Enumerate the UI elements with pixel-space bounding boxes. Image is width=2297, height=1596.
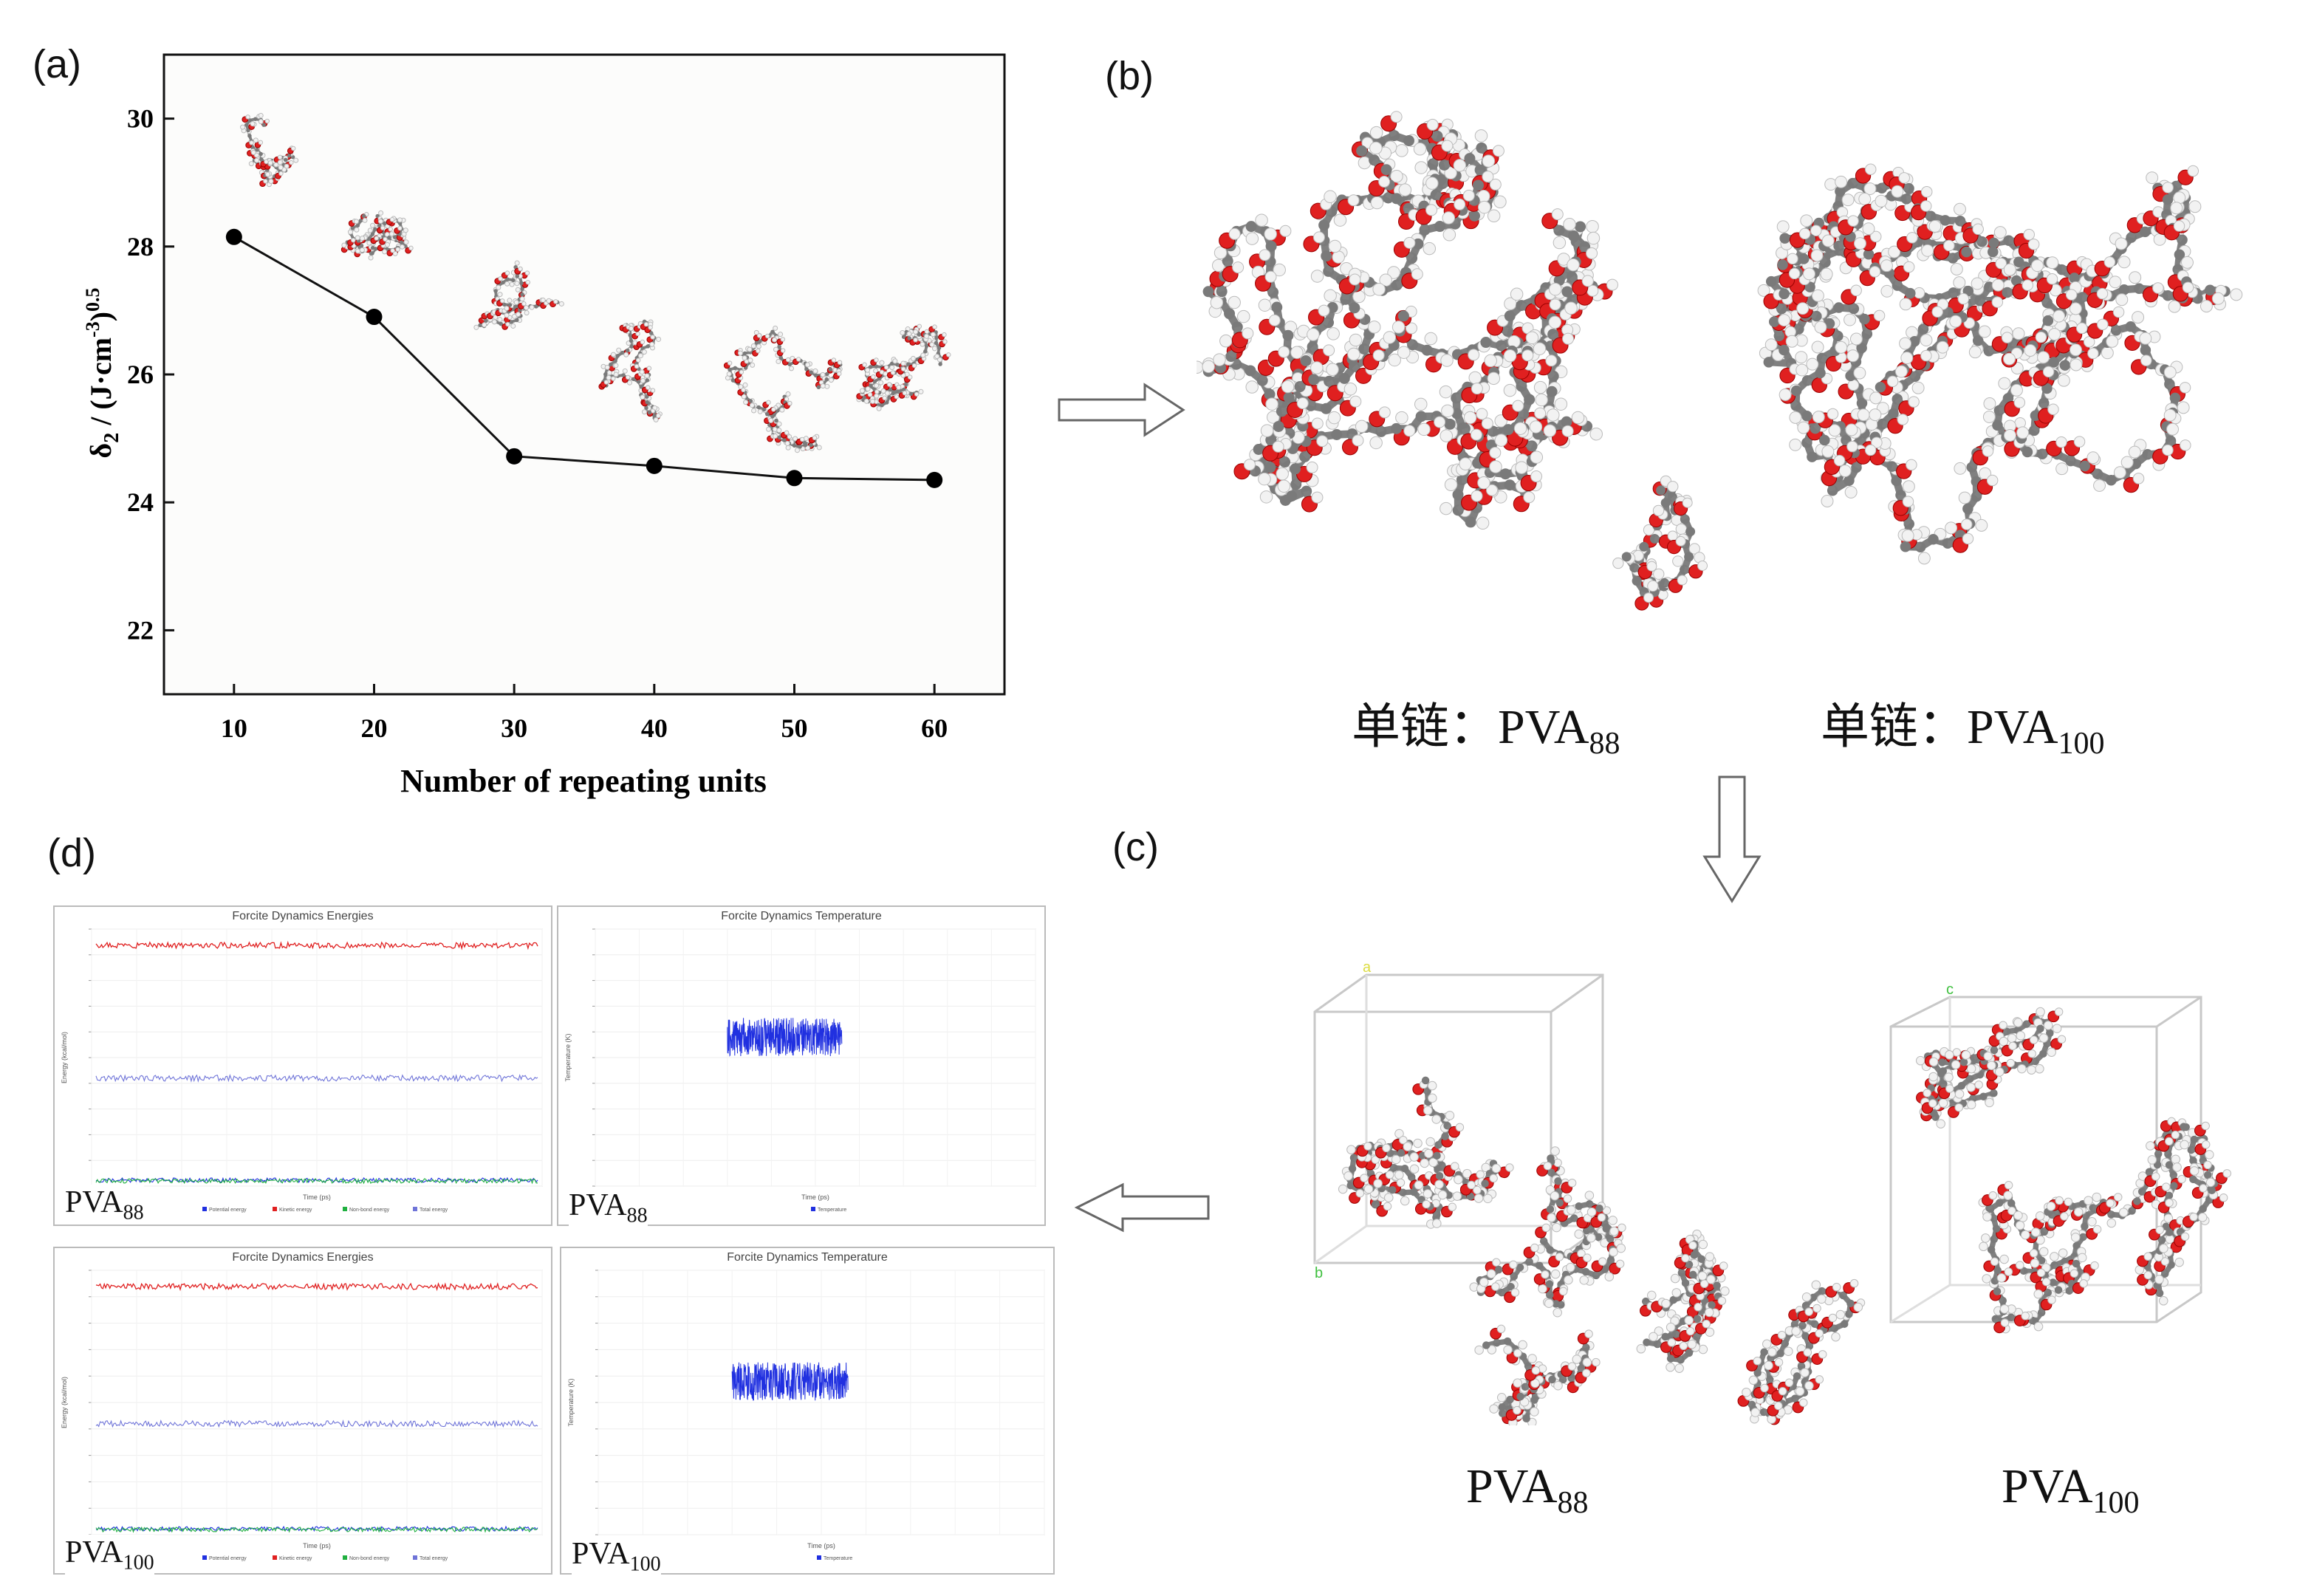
y-axis-label: δ2 / (J·cm-3)0.5 xyxy=(82,287,123,458)
label-d-energy-pva88: PVA88 xyxy=(65,1185,144,1225)
y-tick-label: 24 xyxy=(127,487,154,517)
x-axis-label: Number of repeating units xyxy=(400,763,767,799)
energy-traces: Energy (kcal/mol)Time (ps)Potential ener… xyxy=(61,1270,543,1561)
label-b-pva100: 单链：PVA100 xyxy=(1821,700,2105,761)
panel-d-label: (d) xyxy=(47,831,96,875)
energy-traces: Energy (kcal/mol)Time (ps)Potential ener… xyxy=(61,928,543,1213)
x-tick-label: 40 xyxy=(641,713,668,743)
arrow-right xyxy=(1058,383,1185,437)
molecule-pva88-in-box xyxy=(1338,1076,1730,1425)
panel-b-molecules xyxy=(1197,111,2243,611)
series-line xyxy=(233,236,935,482)
panel-a-chart: 10 20 30 40 50 60 22 24 26 28 30 Number of repeati… xyxy=(0,0,1034,820)
molecule-thumbnails xyxy=(240,112,951,453)
y-tick-label: 26 xyxy=(127,360,154,389)
x-tick-label: 50 xyxy=(781,713,808,743)
data-point xyxy=(646,457,663,474)
panel-c-molecules: a b c xyxy=(1313,959,2232,1425)
temperature-title: Forcite Dynamics Temperature xyxy=(721,910,882,922)
y-tick-label: 22 xyxy=(127,615,154,645)
y-tick-label: 30 xyxy=(127,104,154,134)
temperature-title: Forcite Dynamics Temperature xyxy=(727,1251,888,1264)
label-d-energy-pva100: PVA100 xyxy=(65,1535,154,1575)
label-b-pva88: 单链：PVA88 xyxy=(1352,700,1620,761)
chart-svg: 10 20 30 40 50 60 22 24 26 28 30 Number of repeati… xyxy=(82,53,1006,799)
plot-temperature-pva100: Temperature (K) Time (ps) Temperature Forc… xyxy=(560,1247,1055,1577)
data-point xyxy=(225,228,242,245)
data-point xyxy=(366,309,383,326)
label-d-temp-pva100: PVA100 xyxy=(572,1536,661,1577)
x-tick-label: 30 xyxy=(501,713,527,743)
label-c-pva88: PVA88 xyxy=(1466,1459,1589,1521)
energy-title: Forcite Dynamics Energies xyxy=(232,1251,374,1264)
panel-b-label: (b) xyxy=(1105,54,1154,98)
arrow-left xyxy=(1074,1182,1210,1233)
data-point xyxy=(506,448,523,465)
x-tick-label: 60 xyxy=(921,713,948,743)
molecule-pva88-single-chain xyxy=(1197,111,1708,611)
panel-a-label: (a) xyxy=(32,42,81,86)
energy-title: Forcite Dynamics Energies xyxy=(232,910,374,922)
plot-frame xyxy=(162,53,1006,696)
data-point xyxy=(786,470,803,487)
plot-temperature-pva88: Temperature (K) Time (ps) Temperature Forc… xyxy=(557,905,1046,1228)
data-point xyxy=(926,471,943,488)
arrow-down xyxy=(1702,775,1762,903)
svg-text:c: c xyxy=(1946,982,1954,998)
svg-text:a: a xyxy=(1363,959,1372,976)
molecule-pva100-single-chain xyxy=(1757,163,2243,565)
temperature-trace: Temperature (K)Time (ps)Temperature xyxy=(564,928,1036,1213)
panel-c-label: (c) xyxy=(1112,825,1159,869)
plot-energy-pva88: Energy (kcal/mol) Time (ps) Potential ener… xyxy=(53,905,552,1226)
x-tick-label: 20 xyxy=(361,713,388,743)
molecule-pva100-in-box xyxy=(1737,1007,2232,1425)
label-d-temp-pva88: PVA88 xyxy=(569,1188,648,1228)
x-tick-label: 10 xyxy=(221,713,247,743)
svg-text:b: b xyxy=(1315,1265,1323,1281)
y-tick-label: 28 xyxy=(127,232,154,261)
svg-text:δ2 / (J·cm-3)0.5: δ2 / (J·cm-3)0.5 xyxy=(82,287,123,458)
temperature-trace: Temperature (K)Time (ps)Temperature xyxy=(567,1270,1045,1561)
label-c-pva100: PVA100 xyxy=(2002,1459,2140,1521)
plot-energy-pva100: Energy (kcal/mol) Time (ps) Potential ener… xyxy=(53,1247,552,1575)
